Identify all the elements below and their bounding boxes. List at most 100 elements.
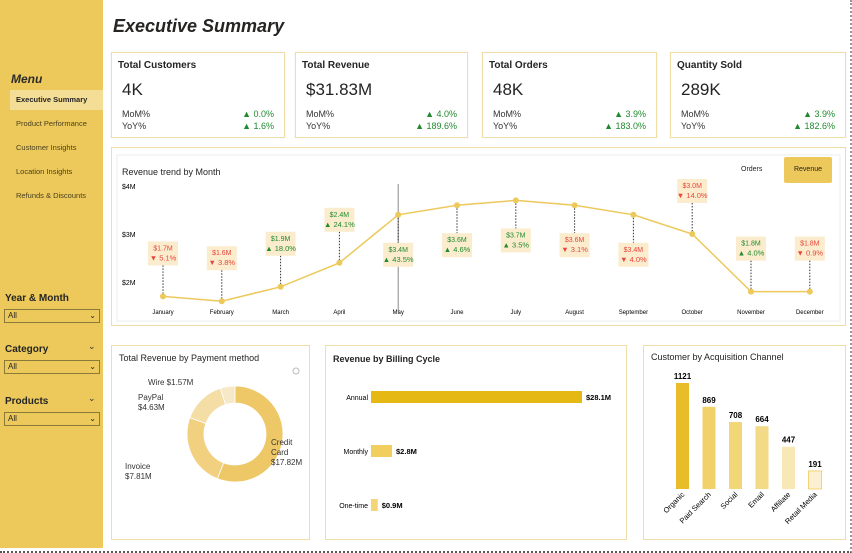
filter-label-category: Category (5, 344, 49, 355)
mom-value: ▲ 3.9% (614, 109, 646, 119)
data-label-change: ▼ 3.8% (208, 258, 235, 267)
menu-title: Menu (11, 72, 43, 86)
orders-toggle-button[interactable]: Orders (741, 166, 763, 173)
clear-filter-chevron-icon[interactable]: ⌄ (88, 393, 96, 403)
x-tick-label: Affiliate (769, 490, 793, 514)
column-value: 1121 (674, 372, 692, 381)
mom-value: ▲ 3.9% (803, 109, 835, 119)
data-label-value: $3.6M (447, 237, 467, 244)
nav-refunds-discounts[interactable]: Refunds & Discounts (16, 191, 87, 200)
chart-title: Customer by Acquisition Channel (651, 352, 784, 362)
yoy-value: ▲ 182.6% (793, 121, 835, 131)
x-tick-label: March (272, 310, 289, 316)
data-point (395, 211, 402, 218)
bar-value: $28.1M (586, 393, 611, 402)
kpi-card: Quantity Sold 289K MoM% ▲ 3.9% YoY% ▲ 18… (670, 52, 846, 138)
kpi-title: Quantity Sold (677, 60, 742, 71)
x-tick-label: Organic (661, 490, 686, 515)
slice-value: $17.82M (271, 458, 302, 467)
data-label-change: ▲ 18.0% (265, 244, 296, 253)
dropdown-value: All (8, 311, 17, 320)
yoy-label: YoY% (122, 121, 147, 131)
chevron-down-icon: ⌄ (89, 414, 96, 423)
data-label-value: $3.4M (624, 247, 644, 254)
data-label-change: ▼ 4.0% (620, 255, 647, 264)
data-point (277, 283, 284, 290)
data-label-value: $3.4M (388, 247, 408, 254)
kpi-value: 289K (681, 80, 721, 99)
nav-product-performance[interactable]: Product Performance (16, 119, 87, 128)
nav-customer-insights[interactable]: Customer Insights (16, 143, 77, 152)
data-label-bg (794, 236, 825, 261)
year-month-dropdown[interactable]: All ⌄ (4, 309, 100, 323)
filter-label-year-month: Year & Month (5, 293, 69, 304)
column (782, 446, 795, 489)
data-point (512, 197, 519, 204)
sidebar: Menu Executive Summary Product Performan… (0, 0, 103, 548)
mom-value: ▲ 0.0% (242, 109, 274, 119)
y-tick-label: $4M (122, 184, 136, 191)
data-point (454, 202, 460, 209)
x-tick-label: June (450, 310, 464, 316)
mom-value: ▲ 4.0% (425, 109, 457, 119)
x-tick-label: Social (719, 490, 740, 511)
revenue-trend-panel: Revenue trend by Month Orders Revenue (111, 147, 846, 326)
kpi-card: Total Customers 4K MoM% ▲ 0.0% YoY% ▲ 1.… (111, 52, 285, 138)
column-value: 708 (729, 411, 743, 420)
revenue-toggle-button[interactable]: Revenue (784, 157, 832, 183)
donut-slice (216, 385, 284, 483)
bar-category: Monthly (343, 449, 368, 456)
data-point (806, 288, 813, 295)
data-label-change: ▲ 43.5% (383, 255, 414, 264)
data-label-value: $3.0M (682, 183, 702, 190)
donut-slice (186, 417, 225, 480)
kpi-title: Total Customers (118, 60, 197, 71)
mom-label: MoM% (122, 109, 151, 119)
x-tick-label: November (737, 310, 765, 316)
data-label-change: ▼ 14.0% (677, 191, 708, 200)
x-tick-label: Email (746, 490, 766, 510)
slice-label: Credit (271, 438, 293, 447)
filter-label-products: Products (5, 396, 49, 407)
slice-value: $4.63M (138, 403, 165, 412)
revenue-line (162, 199, 810, 302)
data-label-bg (324, 207, 355, 232)
data-label-bg (265, 231, 296, 256)
data-label-bg (383, 242, 414, 267)
bar (371, 499, 378, 511)
bar-value: $2.8M (396, 447, 417, 456)
data-label-bg (677, 179, 708, 203)
data-label-change: ▼ 5.1% (150, 253, 177, 262)
products-dropdown[interactable]: All ⌄ (4, 412, 100, 426)
data-label-bg (442, 233, 472, 258)
plot-border (116, 154, 841, 322)
nav-location-insights[interactable]: Location Insights (16, 167, 73, 176)
x-tick-label: January (152, 310, 173, 316)
billing-cycle-chart: Annual $28.1M Monthly $2.8M One-time $0.9M (339, 391, 611, 511)
y-tick-label: $3M (122, 232, 136, 239)
data-label-bg (736, 236, 766, 261)
data-point (336, 259, 343, 266)
column (676, 383, 689, 489)
data-label-value: $3.7M (506, 232, 526, 239)
chevron-down-icon: ⌄ (89, 311, 96, 320)
category-dropdown[interactable]: All ⌄ (4, 360, 100, 374)
page-title: Executive Summary (113, 16, 285, 36)
y-tick-label: $2M (122, 280, 136, 287)
data-label-value: $1.8M (800, 241, 820, 248)
data-label-value: $1.7M (153, 245, 173, 252)
kpi-value: 4K (122, 80, 143, 99)
x-tick-label: July (510, 310, 521, 316)
donut-slice (189, 387, 227, 424)
clear-filter-chevron-icon[interactable]: ⌄ (88, 341, 96, 351)
column-value: 664 (755, 415, 769, 424)
donut-slice (219, 385, 236, 405)
bar-category: One-time (339, 503, 368, 510)
nav-executive-summary[interactable]: Executive Summary (10, 90, 103, 110)
column (702, 406, 716, 489)
yoy-value: ▲ 189.6% (415, 121, 457, 131)
kpi-value: $31.83M (306, 80, 373, 99)
chart-title: Total Revenue by Payment method (119, 353, 260, 363)
chevron-down-icon: ⌄ (89, 362, 96, 371)
